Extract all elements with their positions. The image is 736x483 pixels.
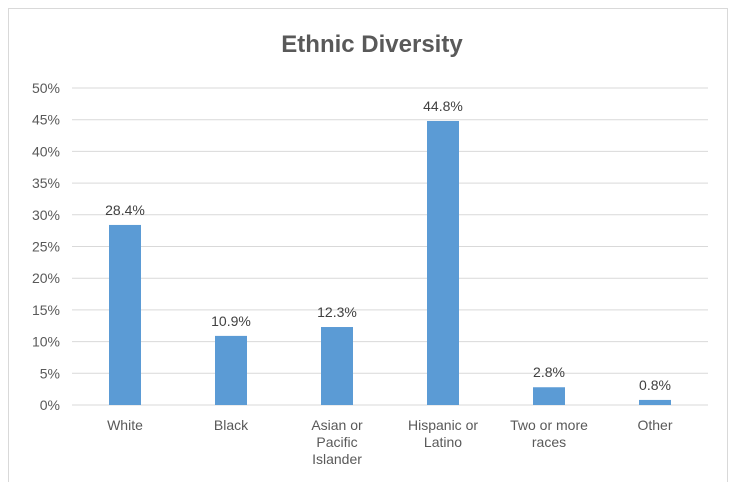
gridlines — [72, 87, 708, 406]
data-label: 0.8% — [639, 377, 671, 393]
bar — [321, 327, 353, 405]
bar — [639, 399, 671, 405]
y-tick-label: 10% — [32, 334, 60, 350]
category-label: Asian or Pacific Islander — [311, 417, 363, 467]
data-label: 10.9% — [211, 313, 251, 329]
y-tick-label: 25% — [32, 239, 60, 255]
category-label: Black — [214, 417, 249, 433]
x-axis-category-labels: White Black Asian or Pacific Islander Hispani… — [107, 417, 673, 467]
bar — [109, 224, 141, 405]
bars — [109, 120, 671, 405]
data-label: 2.8% — [533, 364, 565, 380]
category-label: Hispanic or Latino — [408, 417, 478, 450]
y-tick-label: 45% — [32, 112, 60, 128]
chart-title: Ethnic Diversity — [281, 31, 463, 58]
y-tick-label: 40% — [32, 143, 60, 159]
data-label: 44.8% — [423, 98, 463, 114]
category-label: Two or more races — [510, 417, 588, 450]
y-tick-label: 30% — [32, 207, 60, 223]
category-label: White — [107, 417, 143, 433]
category-label: Other — [637, 417, 672, 433]
y-tick-label: 5% — [40, 365, 60, 381]
y-tick-label: 20% — [32, 270, 60, 286]
y-axis-tick-labels: 0% 5% 10% 15% 20% 25% 30% 35% 40% 45% 50% — [32, 80, 60, 413]
bar — [533, 387, 565, 405]
y-tick-label: 35% — [32, 175, 60, 191]
data-labels: 28.4% 10.9% 12.3% 44.8% 2.8% 0.8% — [105, 98, 671, 393]
y-tick-label: 15% — [32, 302, 60, 318]
data-label: 28.4% — [105, 202, 145, 218]
y-tick-label: 50% — [32, 80, 60, 96]
bar — [215, 335, 247, 405]
bar — [427, 120, 459, 405]
data-label: 12.3% — [317, 304, 357, 320]
y-tick-label: 0% — [40, 397, 60, 413]
